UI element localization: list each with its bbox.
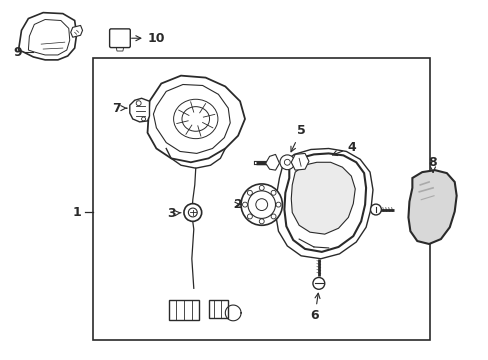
Ellipse shape (183, 204, 201, 221)
Text: 9: 9 (13, 45, 22, 59)
Text: 1: 1 (72, 206, 81, 219)
Text: 8: 8 (428, 156, 436, 172)
Ellipse shape (312, 278, 324, 289)
Polygon shape (169, 300, 198, 320)
Text: 5: 5 (290, 124, 305, 152)
FancyBboxPatch shape (109, 29, 130, 48)
Polygon shape (129, 98, 149, 122)
Ellipse shape (279, 155, 294, 170)
Ellipse shape (370, 204, 381, 215)
Polygon shape (116, 46, 123, 51)
Polygon shape (407, 170, 456, 244)
Polygon shape (291, 162, 355, 234)
Text: 2: 2 (233, 198, 242, 211)
Bar (93, 58, 429, 339)
Polygon shape (71, 26, 82, 37)
Ellipse shape (241, 184, 282, 225)
Polygon shape (265, 154, 279, 170)
Polygon shape (291, 153, 308, 170)
Text: 7: 7 (112, 102, 127, 114)
Polygon shape (208, 300, 228, 318)
Text: 6: 6 (310, 293, 319, 322)
Text: 3: 3 (166, 207, 181, 220)
Text: 4: 4 (332, 141, 356, 156)
Text: 10: 10 (131, 32, 165, 45)
